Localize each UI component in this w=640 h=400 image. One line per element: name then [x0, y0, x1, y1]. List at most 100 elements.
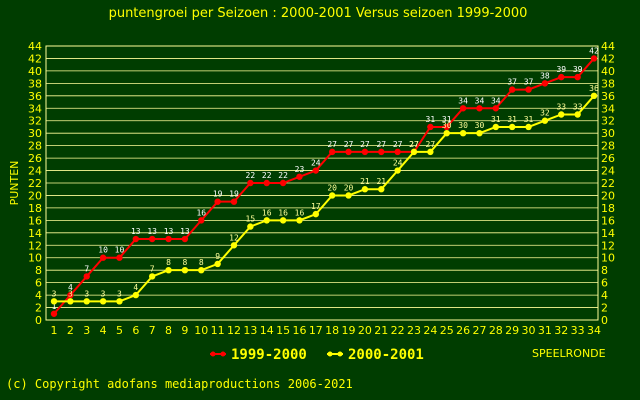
- series-layer: 1 4 7 10 10 13 13 13 13 16 19 19 22 22 22 23 24 27 27 27 27 2…: [50, 46, 599, 317]
- data-label: 37: [507, 78, 517, 87]
- x-tick-label: 12: [227, 324, 241, 337]
- y-tick-label: 28: [28, 140, 42, 153]
- data-label: 1: [52, 302, 57, 311]
- data-point: [165, 266, 172, 274]
- data-point: [148, 273, 156, 280]
- data-label: 33: [556, 103, 566, 112]
- data-label: 31: [442, 115, 452, 124]
- legend-swatch-marker: [337, 351, 343, 357]
- data-point: [50, 298, 58, 305]
- y-tick-label: 10: [601, 252, 615, 265]
- x-tick-label: 7: [149, 324, 156, 337]
- data-point: [165, 235, 172, 243]
- data-point: [410, 148, 418, 156]
- data-label: 3: [68, 289, 73, 298]
- x-tick-label: 1: [51, 324, 58, 337]
- data-label: 39: [556, 65, 566, 74]
- x-tick-label: 22: [391, 324, 405, 337]
- data-point: [214, 260, 221, 268]
- x-axis-label: SPEELRONDE: [532, 347, 606, 360]
- x-tick-label: 17: [309, 324, 323, 337]
- x-tick-label: 25: [440, 324, 454, 337]
- y-tick-label: 12: [28, 239, 42, 252]
- data-label: 13: [147, 227, 157, 236]
- data-label: 16: [196, 208, 206, 217]
- x-tick-label: 34: [587, 324, 601, 337]
- legend-swatch-marker: [210, 351, 216, 357]
- y-tick-label: 26: [28, 152, 42, 165]
- y-tick-label: 40: [601, 65, 615, 78]
- data-point: [181, 266, 189, 274]
- data-point: [525, 123, 532, 131]
- series-line: [54, 95, 595, 303]
- data-point: [148, 235, 156, 243]
- x-tick-label: 4: [100, 324, 107, 337]
- y-tick-label: 4: [601, 289, 608, 302]
- data-point: [116, 254, 123, 261]
- y-tick-label: 6: [601, 277, 608, 290]
- data-point: [525, 86, 532, 93]
- data-label: 34: [458, 96, 468, 105]
- data-point: [541, 117, 549, 124]
- data-point: [476, 129, 483, 137]
- x-tick-label: 30: [522, 324, 536, 337]
- data-label: 42: [589, 46, 599, 55]
- data-label: 7: [150, 264, 155, 273]
- data-label: 10: [115, 246, 125, 255]
- data-point: [378, 148, 385, 156]
- data-label: 27: [360, 140, 370, 149]
- x-tick-label: 26: [456, 324, 470, 337]
- data-point: [198, 217, 205, 224]
- y-axis-label: PUNTEN: [8, 161, 21, 206]
- data-label: 4: [133, 283, 138, 292]
- data-point: [459, 129, 467, 137]
- data-point: [574, 73, 581, 81]
- x-tick-label: 31: [538, 324, 552, 337]
- data-label: 34: [475, 96, 485, 105]
- data-label: 27: [393, 140, 403, 149]
- data-point: [263, 217, 270, 224]
- y-tick-label: 0: [601, 314, 608, 327]
- data-label: 8: [182, 258, 187, 267]
- data-point: [476, 105, 483, 112]
- y-tick-label: 2: [601, 302, 608, 315]
- data-point: [378, 186, 385, 193]
- data-point: [132, 235, 140, 243]
- data-label: 3: [84, 289, 89, 298]
- data-point: [230, 242, 238, 249]
- data-point: [508, 86, 516, 93]
- data-point: [132, 291, 140, 299]
- data-label: 3: [101, 289, 106, 298]
- data-label: 31: [426, 115, 436, 124]
- data-label: 21: [376, 177, 386, 186]
- copyright-text: (c) Copyright adofans mediaproductions 2…: [6, 377, 353, 391]
- data-label: 3: [117, 289, 122, 298]
- data-label: 13: [164, 227, 174, 236]
- x-tick-label: 29: [505, 324, 519, 337]
- y-tick-label: 2: [35, 302, 42, 315]
- data-label: 20: [344, 183, 354, 192]
- y-tick-label: 16: [28, 214, 42, 227]
- data-point: [492, 105, 500, 112]
- y-tick-label: 24: [28, 165, 42, 178]
- y-tick-label: 30: [601, 127, 615, 140]
- legend-swatch-marker: [220, 351, 226, 357]
- data-point: [443, 129, 450, 137]
- x-tick-label: 18: [325, 324, 339, 337]
- x-tick-label: 3: [83, 324, 90, 337]
- legend-swatch-marker: [327, 351, 333, 357]
- x-tick-label: 8: [165, 324, 172, 337]
- y-tick-label: 18: [601, 202, 615, 215]
- x-tick-label: 15: [276, 324, 290, 337]
- data-point: [50, 310, 58, 317]
- y-tick-label: 26: [601, 152, 615, 165]
- y-axis-right-ticks: 0246810121416182022242628303234363840424…: [601, 40, 615, 327]
- data-label: 3: [52, 289, 57, 298]
- data-label: 31: [491, 115, 501, 124]
- x-tick-label: 27: [472, 324, 486, 337]
- data-label: 19: [213, 190, 223, 199]
- data-point: [345, 192, 352, 199]
- chart-title: puntengroei per Seizoen : 2000-2001 Vers…: [109, 6, 528, 21]
